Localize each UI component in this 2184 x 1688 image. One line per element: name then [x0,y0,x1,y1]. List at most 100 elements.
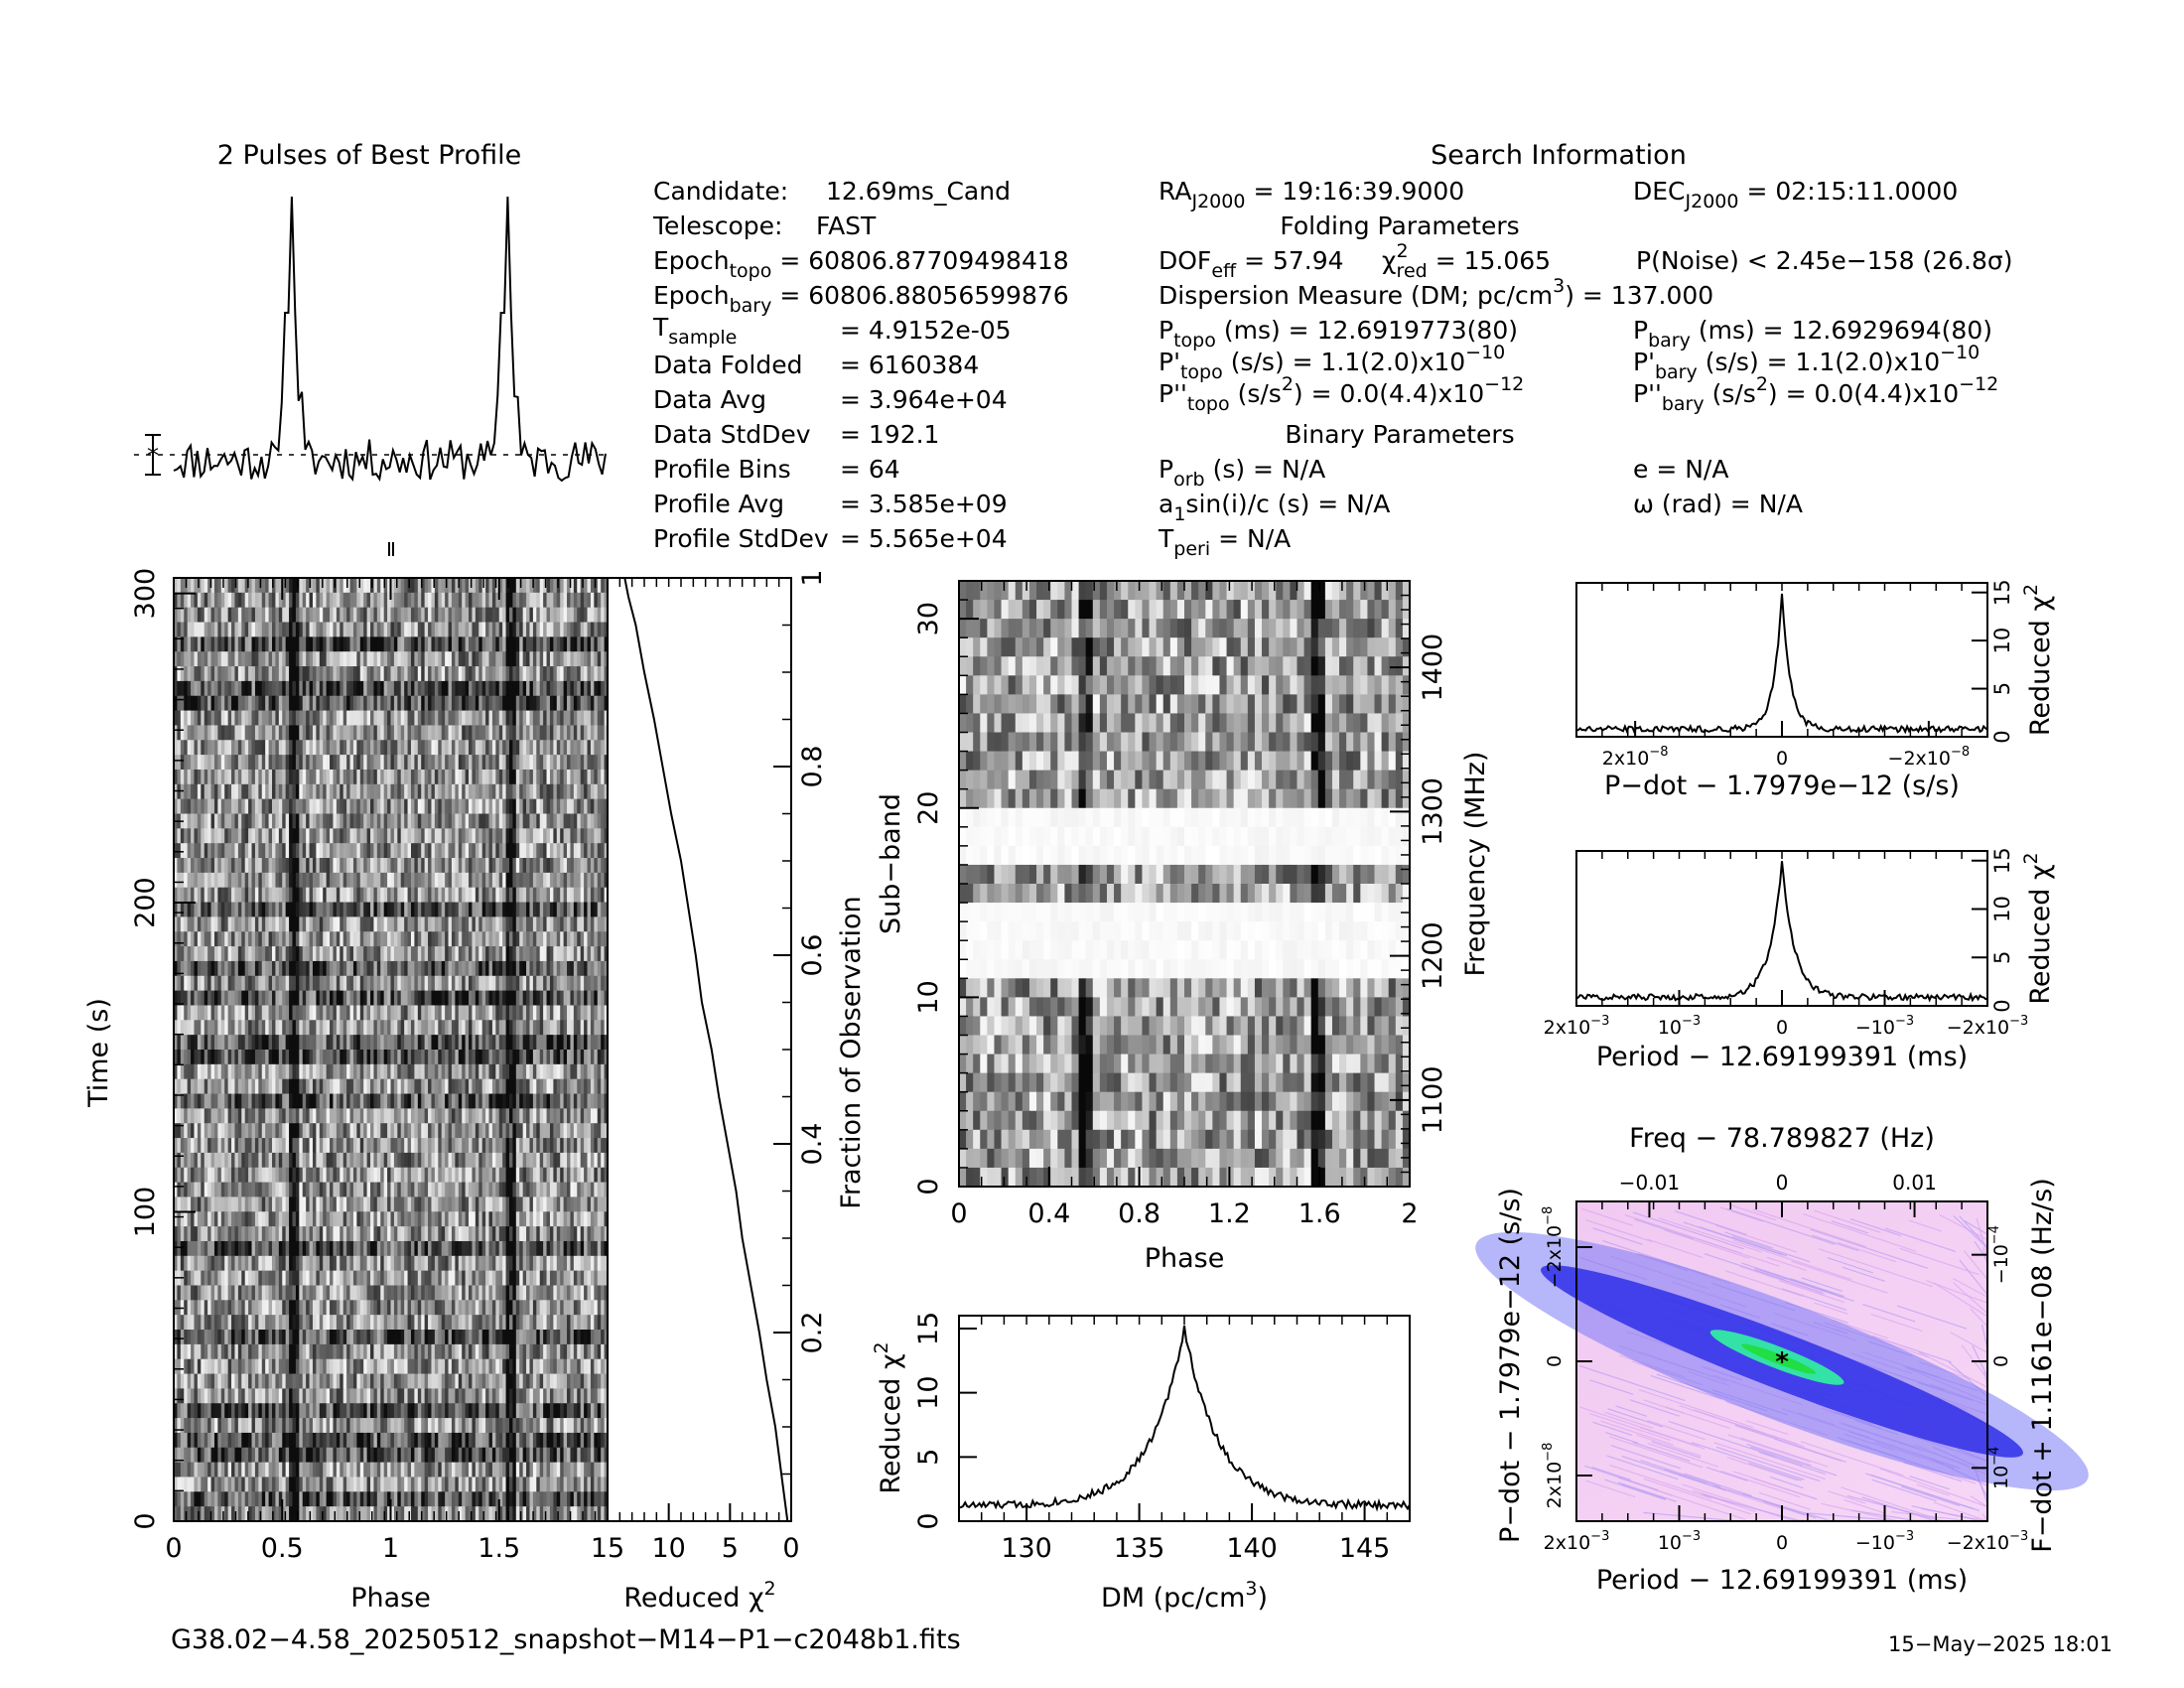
time-phase-cell [248,783,253,800]
time-phase-cell [210,607,215,624]
time-phase-cell [241,607,246,624]
time-phase-cell [363,622,368,637]
time-phase-cell [187,769,192,785]
time-phase-cell [210,1093,215,1109]
time-phase-cell [441,1093,446,1109]
time-phase-cell [549,710,554,727]
time-phase-cell [491,1108,496,1124]
time-phase-cell [573,695,578,712]
time-phase-cell [553,578,558,594]
time-phase-cell [458,622,463,637]
time-phase-cell [265,680,270,697]
time-phase-cell [309,1035,314,1051]
time-phase-cell [323,592,328,609]
time-phase-cell [495,946,500,962]
time-phase-cell [268,975,273,992]
time-phase-cell [601,1078,606,1095]
time-phase-cell [268,695,273,712]
time-phase-cell [393,755,398,771]
time-phase-cell [282,740,287,756]
time-phase-cell [234,798,239,815]
time-phase-cell [336,755,341,771]
time-phase-cell [434,680,439,697]
time-phase-cell [455,1123,460,1139]
time-phase-cell [299,1123,304,1139]
time-phase-cell [472,843,477,859]
time-phase-cell [323,887,328,904]
time-phase-cell [475,960,479,977]
time-phase-cell [194,755,199,771]
time-phase-cell [177,916,182,932]
time-phase-cell [316,651,321,667]
time-phase-cell [495,740,500,756]
time-phase-cell [376,1050,381,1065]
time-phase-cell [278,1093,283,1109]
time-phase-cell [184,1123,189,1139]
time-phase-cell [177,1093,182,1109]
time-phase-cell [323,755,328,771]
time-phase-cell [191,887,196,904]
time-phase-cell [349,769,354,785]
time-phase-cell [498,1108,503,1124]
time-phase-cell [512,990,517,1007]
time-phase-cell [220,843,225,859]
time-phase-cell [349,680,354,697]
time-phase-cell [312,680,317,697]
time-phase-cell [438,931,443,947]
time-phase-cell [601,872,606,889]
time-phase-cell [258,960,263,977]
time-phase-cell [491,946,496,962]
time-phase-cell [299,578,304,594]
time-phase-cell [549,1035,554,1051]
time-phase-cell [515,607,520,624]
time-phase-cell [220,828,225,844]
time-phase-cell [370,828,375,844]
time-phase-cell [515,990,520,1007]
time-phase-cell [312,783,317,800]
time-phase-cell [359,740,364,756]
time-phase-cell [502,1063,507,1080]
time-phase-cell [349,1108,354,1124]
time-phase-cell [373,695,378,712]
time-phase-cell [536,798,541,815]
time-phase-cell [217,990,222,1007]
time-phase-cell [224,725,229,741]
time-phase-cell [515,755,520,771]
time-phase-cell [458,828,463,844]
time-phase-cell [448,1063,453,1080]
time-phase-cell [573,592,578,609]
time-phase-cell [573,651,578,667]
time-phase-cell [495,769,500,785]
time-phase-cell [282,1005,287,1021]
time-phase-cell [319,1093,324,1109]
time-phase-cell [455,725,460,741]
time-phase-cell [217,1050,222,1065]
time-phase-cell [217,887,222,904]
time-phase-cell [383,828,388,844]
time-phase-cell [272,887,277,904]
time-phase-cell [519,1123,524,1139]
time-phase-cell [563,828,568,844]
time-phase-cell [370,1123,375,1139]
time-phase-cell [265,695,270,712]
time-phase-cell [577,769,582,785]
time-phase-cell [469,680,474,697]
time-phase-cell [366,651,371,667]
time-phase-cell [438,902,443,917]
time-phase-cell [376,902,381,917]
time-phase-cell [326,916,331,932]
time-phase-cell [438,592,443,609]
time-phase-cell [567,666,572,682]
time-phase-cell [217,651,222,667]
time-phase-cell [451,1005,456,1021]
time-phase-cell [275,931,280,947]
time-phase-cell [261,902,266,917]
time-phase-cell [359,680,364,697]
time-phase-cell [244,1063,249,1080]
time-phase-cell [529,592,534,609]
time-phase-cell [421,695,426,712]
time-phase-cell [349,798,354,815]
time-phase-cell [312,651,317,667]
time-phase-cell [505,813,510,829]
time-phase-cell [570,858,575,874]
